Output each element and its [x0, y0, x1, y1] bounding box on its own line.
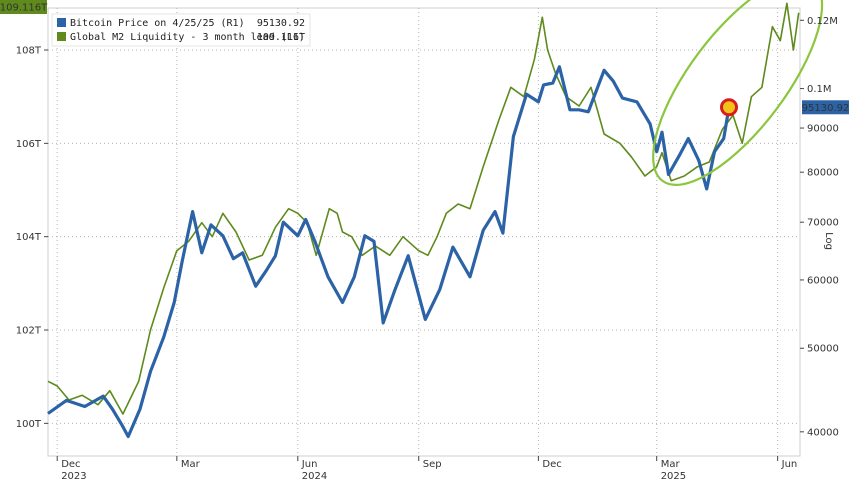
left-value-badge: [0, 0, 47, 14]
current-price-marker: [720, 98, 739, 117]
x-tick-label: Jun: [781, 459, 798, 470]
legend-entry-value: 109.116T: [257, 32, 305, 43]
legend-box: [51, 13, 311, 47]
right-tick-label: 60000: [807, 275, 839, 286]
left-tick-label: 108T: [16, 46, 42, 57]
right-tick-label: 90000: [807, 124, 839, 135]
x-tick-label: Dec: [542, 459, 561, 470]
annotations: [652, 0, 824, 186]
series-line-bitcoin: [47, 65, 731, 439]
right-tick-label: 80000: [807, 168, 839, 179]
legend-swatch: [57, 32, 66, 41]
right-tick-label: 40000: [807, 427, 839, 438]
plot-frame: [47, 7, 801, 457]
x-year-label: 2024: [302, 471, 327, 482]
x-year-label: 2025: [661, 471, 686, 482]
series-line-m2: [47, 2, 800, 415]
right-tick-label: 70000: [807, 218, 839, 229]
right-value-badge-text: 95130.92: [802, 103, 850, 114]
legend: Bitcoin Price on 4/25/25 (R1) 95130.92 Glo…: [51, 13, 311, 47]
x-tick-label: Mar: [181, 459, 201, 470]
x-tick-label: Jun: [301, 459, 318, 470]
left-tick-label: 106T: [16, 139, 42, 150]
left-tick-label: 102T: [16, 326, 42, 337]
left-tick-label: 100T: [16, 419, 42, 430]
legend-entry-value: 95130.92: [257, 18, 305, 29]
legend-entry-name: Bitcoin Price on 4/25/25 (R1): [70, 18, 245, 29]
left-tick-label: 104T: [16, 232, 42, 243]
left-value-badge-text: 109.116T: [0, 3, 48, 14]
x-tick-label: Dec: [61, 459, 80, 470]
series-lines: [47, 2, 800, 439]
x-tick-label: Mar: [661, 459, 681, 470]
legend-entry-name: Global M2 Liquidity - 3 month lead (L1): [70, 32, 305, 43]
x-tick-label: Sep: [423, 459, 442, 470]
right-axis-title: Log: [823, 232, 834, 250]
right-tick-label: 0.12M: [807, 16, 838, 27]
x-year-label: 2023: [61, 471, 86, 482]
right-tick-label: 0.1M: [807, 84, 832, 95]
highlight-ellipse: [652, 0, 824, 186]
right-value-badge: [802, 100, 849, 115]
legend-swatch: [57, 18, 66, 27]
grid-lines: [47, 7, 801, 457]
right-tick-label: 50000: [807, 344, 839, 355]
